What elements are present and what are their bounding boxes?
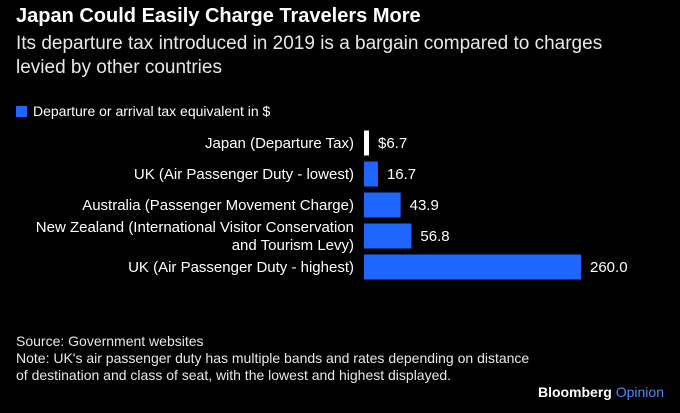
bar-3 [364,223,412,249]
value-label-0: $6.7 [378,135,407,152]
category-label-3-line-0: New Zealand (International Visitor Conse… [36,219,354,236]
footnote: Note: UK's air passenger duty has multip… [16,350,530,383]
brand-name: Bloomberg [537,384,612,400]
value-label-2: 43.9 [410,197,439,214]
brand-logo: Bloomberg Opinion [538,384,664,400]
bar-2 [364,192,401,218]
bar-chart: $6.7 Japan (Departure Tax) 16.7 UK (Air Pas… [36,130,628,280]
legend-swatch [16,105,27,117]
value-label-1: 16.7 [387,166,416,183]
category-label-1: UK (Air Passenger Duty - lowest) [134,166,354,183]
bar-4 [364,254,581,280]
footer-notes: Source: Government websites Note: UK's a… [16,333,536,384]
bar-1 [364,161,378,187]
value-label-4: 260.0 [590,259,628,276]
legend: Departure or arrival tax equivalent in $ [16,103,270,119]
value-label-3: 56.8 [420,228,449,245]
category-label-3-line-1: and Tourism Levy) [232,237,354,254]
brand-suffix: Opinion [615,384,664,400]
bar-0 [364,130,369,156]
category-label-4: UK (Air Passenger Duty - highest) [128,259,354,276]
chart-title: Japan Could Easily Charge Travelers More [16,5,421,27]
category-label-2: Australia (Passenger Movement Charge) [82,197,354,214]
category-label-0: Japan (Departure Tax) [205,135,354,152]
source-note: Source: Government websites [16,333,204,349]
legend-label: Departure or arrival tax equivalent in $ [33,103,271,119]
chart-subtitle: Its departure tax introduced in 2019 is … [16,33,603,78]
